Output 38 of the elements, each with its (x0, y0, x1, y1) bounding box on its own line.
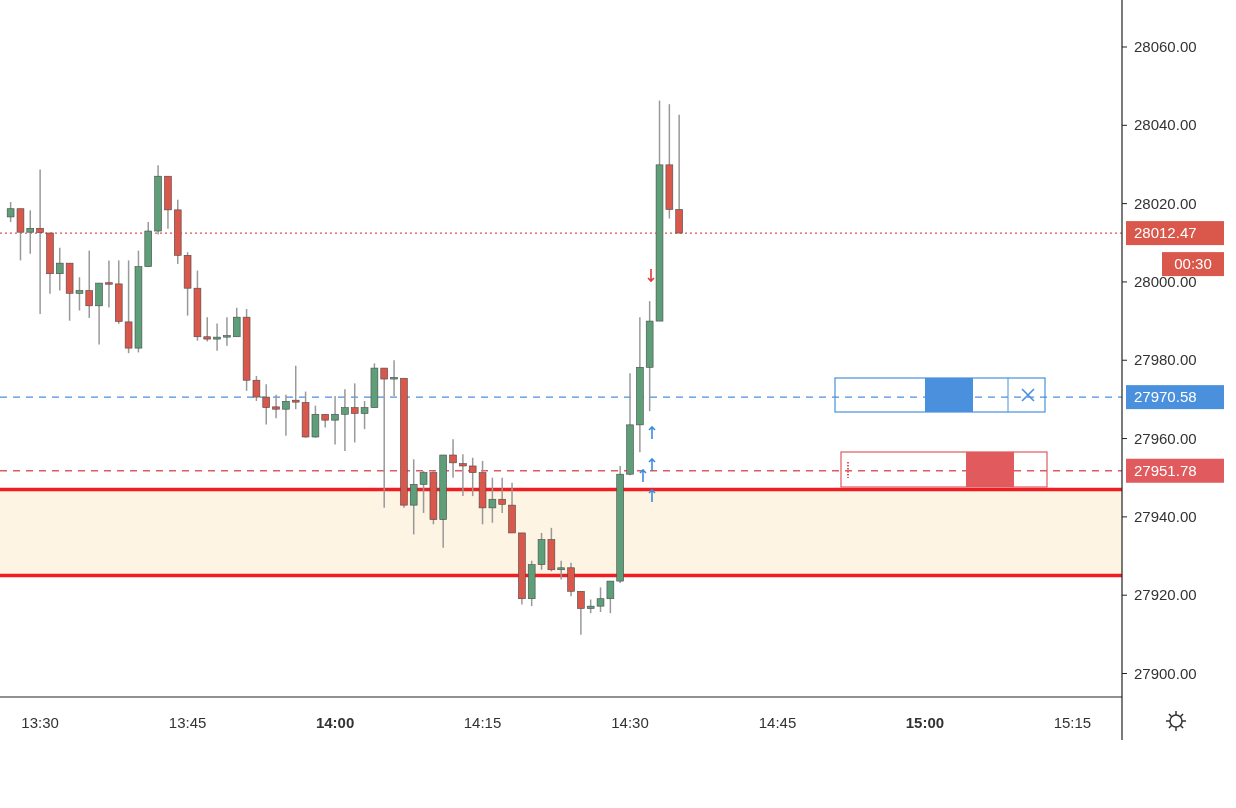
y-tick-label: 28000.00 (1134, 272, 1197, 290)
candlestick (449, 438, 457, 479)
candlestick (567, 561, 575, 598)
y-tick-label: 27960.00 (1134, 429, 1197, 447)
candlestick (213, 322, 221, 352)
x-tick-label: 15:15 (1053, 714, 1092, 731)
y-tick-label: 28040.00 (1134, 116, 1197, 134)
ref-line-label: 27970.58 (1134, 388, 1197, 406)
candlestick (105, 259, 113, 309)
candlestick (675, 113, 683, 234)
candlestick (272, 393, 280, 419)
candlestick (331, 395, 339, 446)
text: 00:30 (1174, 255, 1212, 273)
y-tick-label: 27980.00 (1134, 351, 1197, 369)
y-tick-label: 27920.00 (1134, 586, 1197, 604)
candlestick (95, 282, 103, 346)
x-tick-label: 14:00 (315, 714, 355, 731)
x-tick-label: 15:00 (905, 714, 945, 731)
x-tick-label: 14:30 (611, 714, 649, 731)
candlestick (56, 247, 64, 292)
ref-line-label: 27951.78 (1134, 461, 1197, 479)
y-tick-label: 28020.00 (1134, 194, 1197, 212)
x-tick-label: 13:30 (21, 714, 59, 731)
candlestick (459, 453, 467, 497)
x-tick-label: 13:45 (168, 714, 207, 731)
x-tick-label: 14:45 (758, 714, 797, 731)
candlestick (390, 359, 398, 397)
y-tick-label: 27940.00 (1134, 507, 1197, 525)
candlestick (557, 559, 565, 581)
x-tick-label: 14:15 (463, 714, 502, 731)
candlestick (341, 388, 349, 452)
ref-line-label: 28012.47 (1134, 224, 1197, 242)
y-tick-label: 28060.00 (1134, 37, 1197, 55)
candlestick (223, 316, 231, 347)
candlestick (282, 393, 290, 437)
candlestick (498, 476, 506, 514)
y-tick-label: 27900.00 (1134, 664, 1197, 682)
candlestick (577, 590, 585, 636)
